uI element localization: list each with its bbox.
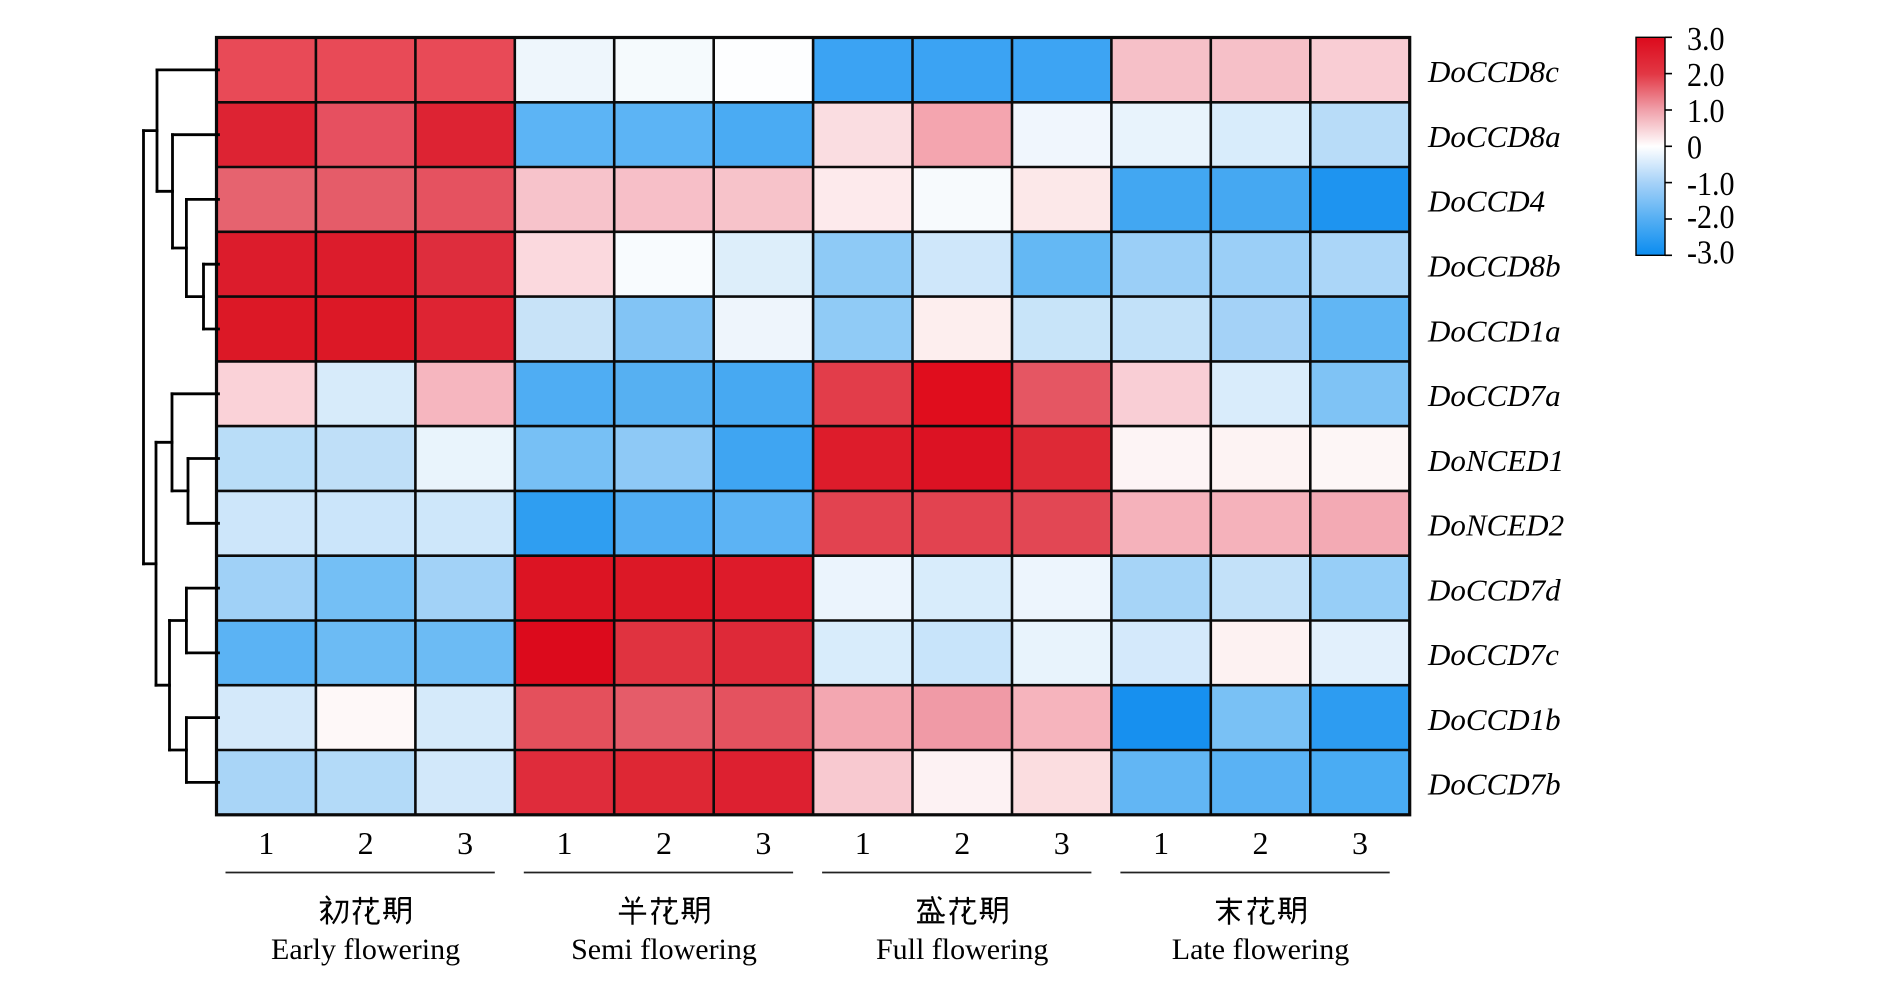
- svg-text:DoCCD7b: DoCCD7b: [1427, 767, 1561, 802]
- svg-text:-3.0: -3.0: [1687, 233, 1735, 271]
- svg-text:DoCCD7c: DoCCD7c: [1427, 637, 1559, 672]
- svg-text:2: 2: [954, 825, 970, 861]
- svg-text:1: 1: [1153, 825, 1169, 861]
- svg-text:-1.0: -1.0: [1687, 164, 1735, 202]
- svg-text:1: 1: [855, 825, 871, 861]
- svg-text:DoCCD8a: DoCCD8a: [1427, 119, 1561, 154]
- svg-text:1: 1: [258, 825, 274, 861]
- svg-text:DoCCD8c: DoCCD8c: [1427, 54, 1559, 89]
- svg-text:1.0: 1.0: [1687, 91, 1725, 129]
- svg-text:2: 2: [358, 825, 374, 861]
- svg-text:DoCCD7d: DoCCD7d: [1427, 572, 1561, 607]
- svg-text:2.0: 2.0: [1687, 55, 1725, 93]
- svg-text:DoNCED1: DoNCED1: [1427, 443, 1564, 478]
- svg-text:Late flowering: Late flowering: [1172, 933, 1349, 966]
- svg-text:Full flowering: Full flowering: [876, 933, 1049, 966]
- svg-text:DoCCD4: DoCCD4: [1427, 184, 1545, 219]
- svg-text:3: 3: [755, 825, 771, 861]
- svg-text:0: 0: [1687, 128, 1702, 166]
- svg-text:DoCCD1a: DoCCD1a: [1427, 313, 1561, 348]
- svg-text:DoCCD7a: DoCCD7a: [1427, 378, 1561, 413]
- svg-text:DoNCED2: DoNCED2: [1427, 508, 1564, 543]
- svg-text:2: 2: [656, 825, 672, 861]
- svg-text:3: 3: [457, 825, 473, 861]
- svg-text:1: 1: [557, 825, 573, 861]
- svg-text:3: 3: [1054, 825, 1070, 861]
- svg-text:2: 2: [1253, 825, 1269, 861]
- svg-text:Semi flowering: Semi flowering: [571, 933, 757, 966]
- svg-text:Early flowering: Early flowering: [271, 933, 460, 966]
- svg-text:DoCCD1b: DoCCD1b: [1427, 702, 1561, 737]
- svg-text:3.0: 3.0: [1687, 19, 1725, 57]
- svg-text:-2.0: -2.0: [1687, 197, 1735, 235]
- svg-text:3: 3: [1352, 825, 1368, 861]
- svg-text:DoCCD8b: DoCCD8b: [1427, 249, 1561, 284]
